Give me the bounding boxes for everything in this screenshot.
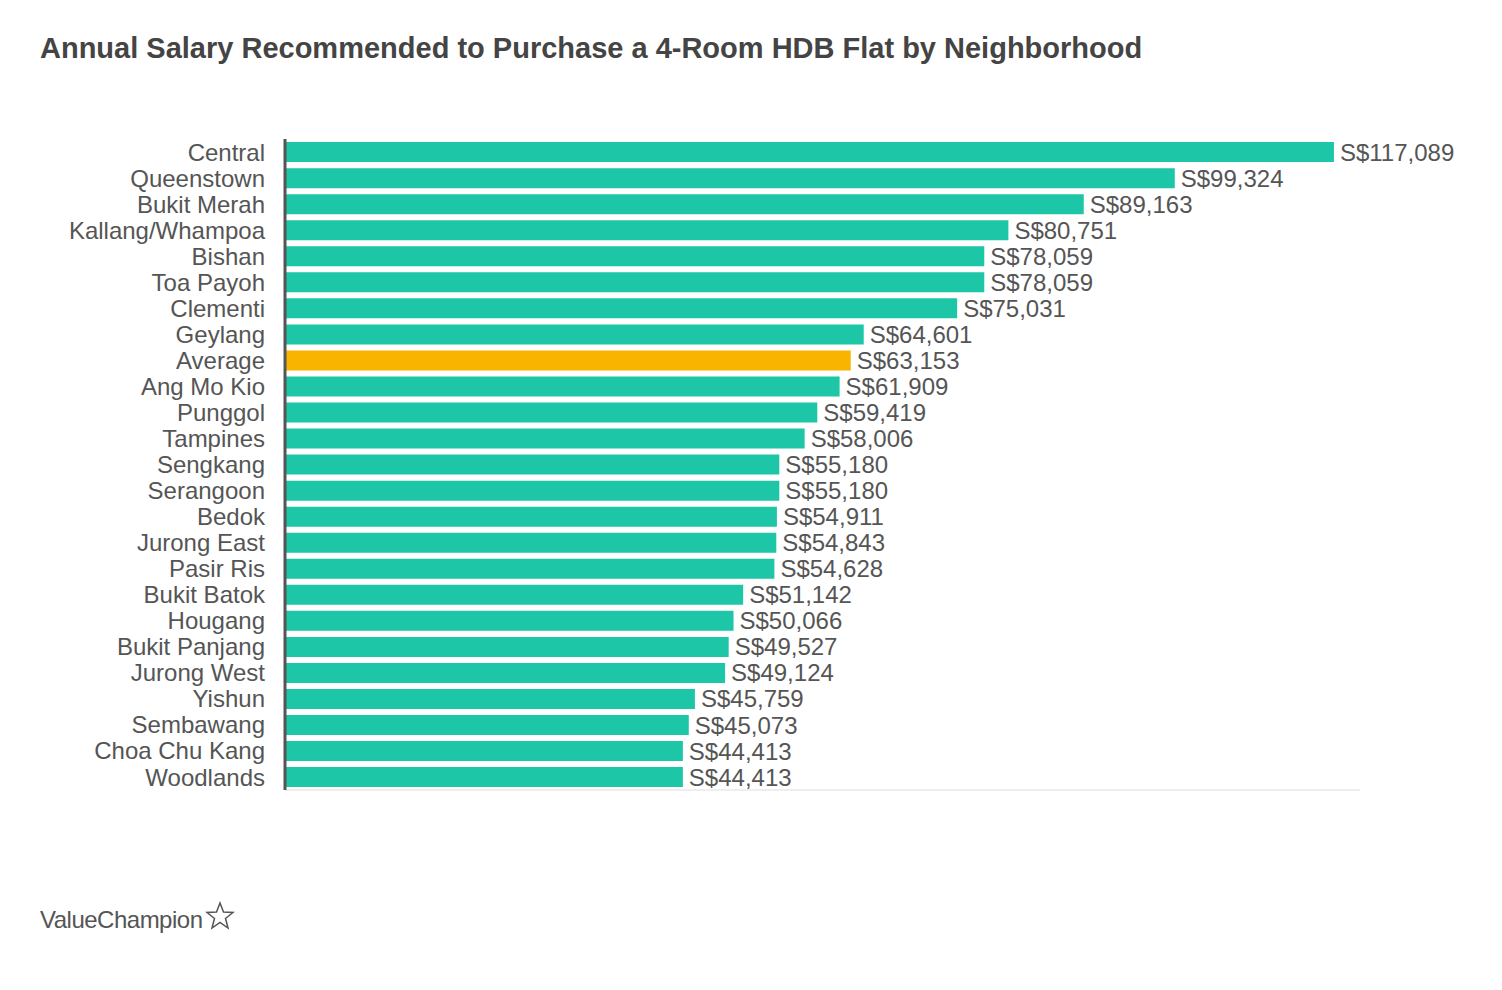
html-text:Annual Salary Recommended to P: Annual Salary Recommended to Purchase a … <box>40 32 1143 64</box>
svg-text:S$54,843: S$54,843 <box>782 529 885 556</box>
svg-text:S$61,909: S$61,909 <box>846 373 949 400</box>
svg-text:S$44,413: S$44,413 <box>689 764 792 791</box>
html-text:ValueChampion: ValueChampion <box>40 906 203 933</box>
svg-text:Jurong West: Jurong West <box>131 659 266 686</box>
svg-text:Bedok: Bedok <box>197 503 266 530</box>
svg-text:S$45,759: S$45,759 <box>701 685 804 712</box>
svg-text:Sengkang: Sengkang <box>157 451 265 478</box>
svg-text:Yishun: Yishun <box>193 685 266 712</box>
svg-text:S$78,059: S$78,059 <box>990 269 1093 296</box>
svg-text:S$78,059: S$78,059 <box>990 243 1093 270</box>
svg-text:S$54,628: S$54,628 <box>780 555 883 582</box>
svg-text:Choa Chu Kang: Choa Chu Kang <box>94 737 265 764</box>
svg-text:S$54,911: S$54,911 <box>783 503 884 530</box>
svg-text:S$59,419: S$59,419 <box>823 399 926 426</box>
svg-text:Bukit Merah: Bukit Merah <box>137 191 265 218</box>
svg-text:S$49,124: S$49,124 <box>731 659 834 686</box>
svg-text:Geylang: Geylang <box>176 321 265 348</box>
svg-text:S$49,527: S$49,527 <box>735 633 838 660</box>
svg-text:Toa Payoh: Toa Payoh <box>152 269 265 296</box>
svg-text:S$58,006: S$58,006 <box>811 425 914 452</box>
svg-text:Queenstown: Queenstown <box>130 165 265 192</box>
svg-text:S$63,153: S$63,153 <box>857 347 960 374</box>
svg-text:Kallang/Whampoa: Kallang/Whampoa <box>69 217 266 244</box>
svg-text:S$55,180: S$55,180 <box>785 451 888 478</box>
svg-text:Ang Mo Kio: Ang Mo Kio <box>141 373 265 400</box>
svg-text:Pasir Ris: Pasir Ris <box>169 555 265 582</box>
svg-text:S$44,413: S$44,413 <box>689 738 792 765</box>
svg-text:S$75,031: S$75,031 <box>963 295 1066 322</box>
svg-text:Serangoon: Serangoon <box>148 477 265 504</box>
svg-text:Punggol: Punggol <box>177 399 265 426</box>
svg-text:Central: Central <box>188 139 265 166</box>
svg-text:S$117,089: S$117,089 <box>1340 139 1454 166</box>
svg-text:S$50,066: S$50,066 <box>740 607 843 634</box>
svg-text:Clementi: Clementi <box>170 295 265 322</box>
svg-text:Sembawang: Sembawang <box>132 711 265 738</box>
svg-text:Tampines: Tampines <box>162 425 265 452</box>
svg-text:Bishan: Bishan <box>192 243 265 270</box>
svg-text:S$89,163: S$89,163 <box>1090 191 1193 218</box>
svg-text:Average: Average <box>176 347 265 374</box>
svg-text:S$99,324: S$99,324 <box>1181 165 1284 192</box>
svg-text:S$51,142: S$51,142 <box>749 581 852 608</box>
svg-text:S$55,180: S$55,180 <box>785 477 888 504</box>
svg-text:Jurong East: Jurong East <box>137 529 265 556</box>
svg-text:S$45,073: S$45,073 <box>695 712 798 739</box>
svg-text:S$80,751: S$80,751 <box>1014 217 1117 244</box>
svg-text:Woodlands: Woodlands <box>145 764 265 791</box>
svg-text:Bukit Batok: Bukit Batok <box>144 581 266 608</box>
svg-text:S$64,601: S$64,601 <box>870 321 973 348</box>
svg-text:Bukit Panjang: Bukit Panjang <box>117 633 265 660</box>
svg-text:Hougang: Hougang <box>168 607 265 634</box>
